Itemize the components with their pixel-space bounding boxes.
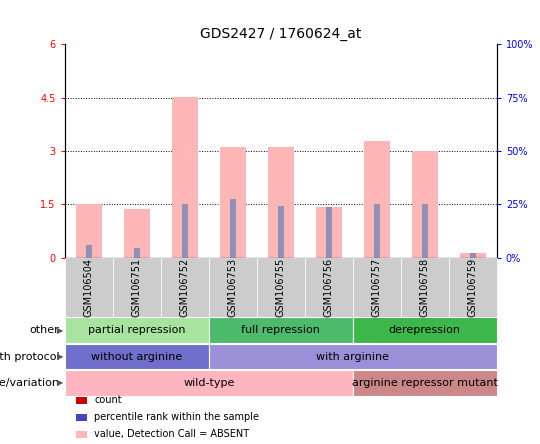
Bar [124,209,150,258]
Bar [230,199,235,258]
Text: growth protocol: growth protocol [0,352,59,361]
Bar [470,253,476,258]
Title: GDS2427 / 1760624_at: GDS2427 / 1760624_at [200,27,361,40]
Text: value, Detection Call = ABSENT: value, Detection Call = ABSENT [94,429,249,439]
Text: GSM106752: GSM106752 [180,258,190,317]
Text: GSM106756: GSM106756 [324,258,334,317]
Text: derepression: derepression [389,325,461,335]
Bar [363,141,390,258]
Text: GSM106504: GSM106504 [84,258,94,317]
Text: GSM106759: GSM106759 [468,258,478,317]
Bar [86,245,92,258]
Text: percentile rank within the sample: percentile rank within the sample [94,412,260,422]
Text: full repression: full repression [241,325,320,335]
Text: with arginine: with arginine [316,352,389,361]
Text: partial repression: partial repression [88,325,186,335]
Bar [182,204,188,258]
Text: GSM106753: GSM106753 [228,258,238,317]
Text: wild-type: wild-type [183,378,234,388]
Text: count: count [94,396,122,405]
Bar [326,207,332,258]
Bar [460,253,486,258]
Bar [278,206,284,258]
Text: genotype/variation: genotype/variation [0,378,59,388]
Text: GSM106755: GSM106755 [276,258,286,317]
Bar [422,204,428,258]
Bar [76,203,102,258]
Bar [134,248,140,258]
Text: ▶: ▶ [57,326,64,335]
Text: ▶: ▶ [57,352,64,361]
Text: ▶: ▶ [57,378,64,387]
Text: without arginine: without arginine [91,352,183,361]
Bar [172,97,198,258]
Bar [268,147,294,258]
Bar [315,207,342,258]
Text: GSM106758: GSM106758 [420,258,430,317]
Text: GSM106751: GSM106751 [132,258,142,317]
Bar [411,151,438,258]
Text: GSM106757: GSM106757 [372,258,382,317]
Text: arginine repressor mutant: arginine repressor mutant [352,378,498,388]
Bar [220,147,246,258]
Bar [374,204,380,258]
Text: other: other [30,325,59,335]
